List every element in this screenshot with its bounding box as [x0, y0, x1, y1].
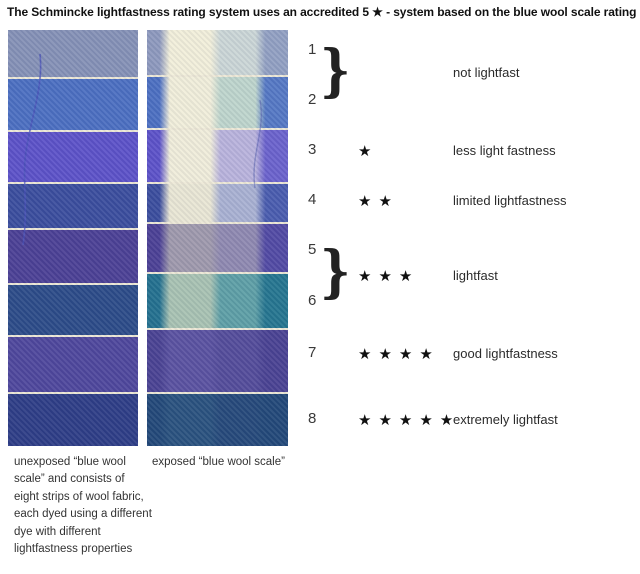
rating-label: not lightfast: [453, 65, 520, 80]
wool-band-1: [147, 30, 288, 75]
wool-band-4: [147, 182, 288, 222]
exposed-caption: exposed “blue wool scale”: [152, 454, 285, 471]
rating-label: limited lightfastness: [453, 193, 567, 208]
wool-band-8: [8, 392, 138, 446]
caption-line: lightfastness properties: [14, 543, 133, 556]
star-rating-2-icon: ★★: [358, 192, 399, 210]
caption-line: exposed “blue wool scale”: [152, 456, 285, 468]
star-rating-5-icon: ★★★★★: [358, 411, 461, 429]
exposed-blue-wool-strip: [147, 30, 288, 446]
wool-band-6: [8, 283, 138, 335]
wool-band-3: [147, 128, 288, 182]
wool-band-2: [147, 75, 288, 128]
wool-band-1: [8, 30, 138, 77]
scale-number-5: 5: [308, 241, 317, 258]
scale-number-4: 4: [308, 191, 317, 208]
wool-band-2: [8, 77, 138, 130]
wool-band-7: [147, 328, 288, 392]
caption-line: dye with different: [14, 525, 101, 538]
star-rating-3-icon: ★★★: [358, 267, 420, 285]
rating-label: lightfast: [453, 268, 498, 283]
scale-number-1: 1: [308, 41, 317, 58]
scale-number-6: 6: [308, 292, 317, 309]
group-brace: }: [320, 38, 351, 104]
rating-label: good lightfastness: [453, 346, 558, 361]
unexposed-blue-wool-strip: [8, 30, 138, 446]
caption-line: each dyed using a different: [14, 508, 152, 521]
wool-band-5: [147, 222, 288, 272]
wool-band-4: [8, 182, 138, 228]
star-rating-1-icon: ★: [358, 142, 379, 160]
unexposed-caption: unexposed “blue wool scale” and consists …: [14, 454, 160, 558]
wool-band-8: [147, 392, 288, 446]
wool-band-3: [8, 130, 138, 182]
rating-label: extremely lightfast: [453, 412, 558, 427]
caption-line: eight strips of wool fabric,: [14, 490, 144, 503]
scale-number-8: 8: [308, 410, 317, 427]
scale-number-7: 7: [308, 344, 317, 361]
wool-band-7: [8, 335, 138, 392]
scale-number-3: 3: [308, 141, 317, 158]
rating-label: less light fastness: [453, 143, 556, 158]
figure-title: The Schmincke lightfastness rating syste…: [7, 5, 637, 19]
scale-number-2: 2: [308, 91, 317, 108]
wool-band-5: [8, 228, 138, 283]
group-brace: }: [320, 239, 351, 305]
star-rating-4-icon: ★★★★: [358, 345, 440, 363]
caption-line: unexposed “blue wool: [14, 456, 126, 468]
wool-band-6: [147, 272, 288, 328]
caption-line: scale” and consists of: [14, 473, 125, 486]
